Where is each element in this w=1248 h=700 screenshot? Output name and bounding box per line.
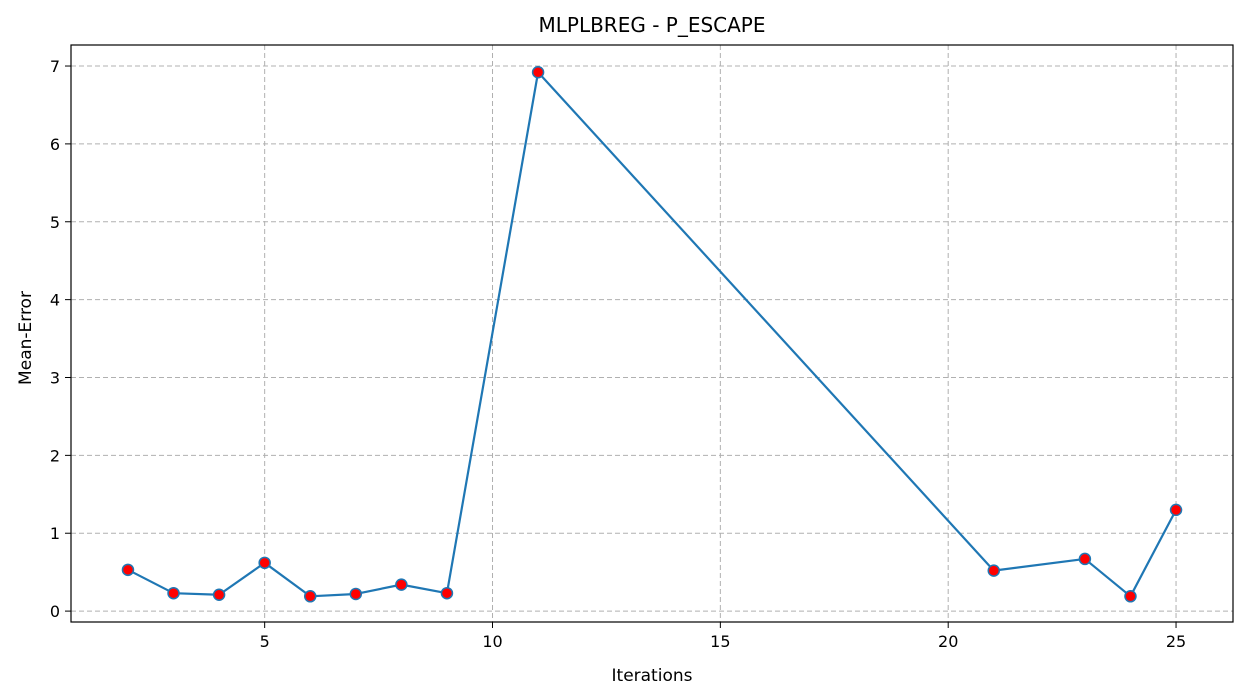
- y-tick-label: 6: [50, 135, 60, 154]
- data-point: [212, 588, 226, 601]
- y-tick-label: 0: [50, 602, 60, 621]
- y-tick-label: 3: [50, 368, 60, 387]
- y-tick-label: 2: [50, 446, 60, 465]
- x-axis-label: Iterations: [612, 666, 693, 686]
- data-point: [1169, 503, 1183, 517]
- data-point: [440, 586, 454, 600]
- data-point: [987, 564, 1001, 577]
- series-line: [127, 71, 1178, 598]
- data-point: [1124, 590, 1137, 603]
- y-tick-label: 5: [50, 213, 60, 232]
- data-point: [395, 578, 408, 591]
- y-axis-label: Mean-Error: [16, 291, 36, 385]
- chart-title: MLPLBREG - P_ESCAPE: [538, 13, 765, 37]
- x-tick-label: 5: [260, 632, 270, 651]
- y-tick-label: 7: [50, 57, 60, 76]
- series-layer: [121, 66, 1183, 603]
- axes: [65, 44, 1234, 628]
- grid: [71, 45, 1233, 622]
- data-point: [303, 590, 317, 603]
- data-point: [1078, 552, 1092, 566]
- data-point: [121, 563, 135, 577]
- x-tick-label: 20: [938, 632, 958, 651]
- data-point: [349, 587, 363, 601]
- data-point: [531, 66, 545, 79]
- x-tick-label: 25: [1166, 632, 1186, 651]
- x-tick-label: 10: [482, 632, 502, 651]
- tick-labels: 5 10 15 20 25 0 1 2 3 4 5 6 7: [50, 57, 1186, 651]
- x-tick-label: 15: [710, 632, 730, 651]
- data-point: [167, 586, 180, 600]
- data-point: [258, 556, 271, 570]
- y-tick-label: 4: [50, 291, 60, 310]
- plot-frame: [70, 44, 1234, 623]
- y-tick-label: 1: [50, 524, 60, 543]
